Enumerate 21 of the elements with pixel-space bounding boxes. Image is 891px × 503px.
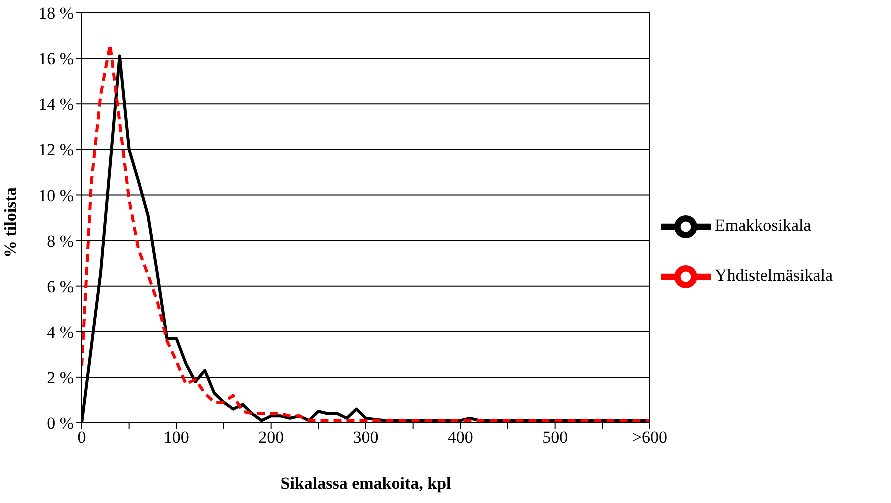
x-tick-label: 500: [542, 428, 568, 448]
x-tick-label: 0: [78, 428, 86, 448]
y-tick-label: 18 %: [38, 4, 74, 24]
y-tick-label: 2 %: [47, 368, 74, 388]
y-tick-label: 4 %: [47, 322, 74, 342]
legend-label: Emakkosikala: [715, 215, 812, 234]
x-axis-title: Sikalassa emakoita, kpl: [280, 474, 452, 493]
x-tick-label: 100: [164, 428, 190, 448]
y-tick-label: 0 %: [47, 414, 74, 434]
x-tick-label: >600: [632, 428, 668, 448]
x-tick-label: 200: [258, 428, 284, 448]
y-tick-label: 6 %: [47, 277, 74, 296]
x-tick-label: 400: [448, 428, 474, 448]
y-tick-label: 14 %: [38, 95, 74, 114]
y-tick-label: 10 %: [38, 186, 74, 206]
y-tick-label: 8 %: [47, 232, 74, 251]
y-tick-label: 12 %: [38, 140, 74, 160]
x-tick-label: 300: [353, 428, 379, 448]
y-axis-title: % tiloista: [1, 187, 20, 258]
y-tick-label: 16 %: [38, 50, 74, 69]
legend-label: Yhdistelmäsikala: [715, 265, 834, 284]
